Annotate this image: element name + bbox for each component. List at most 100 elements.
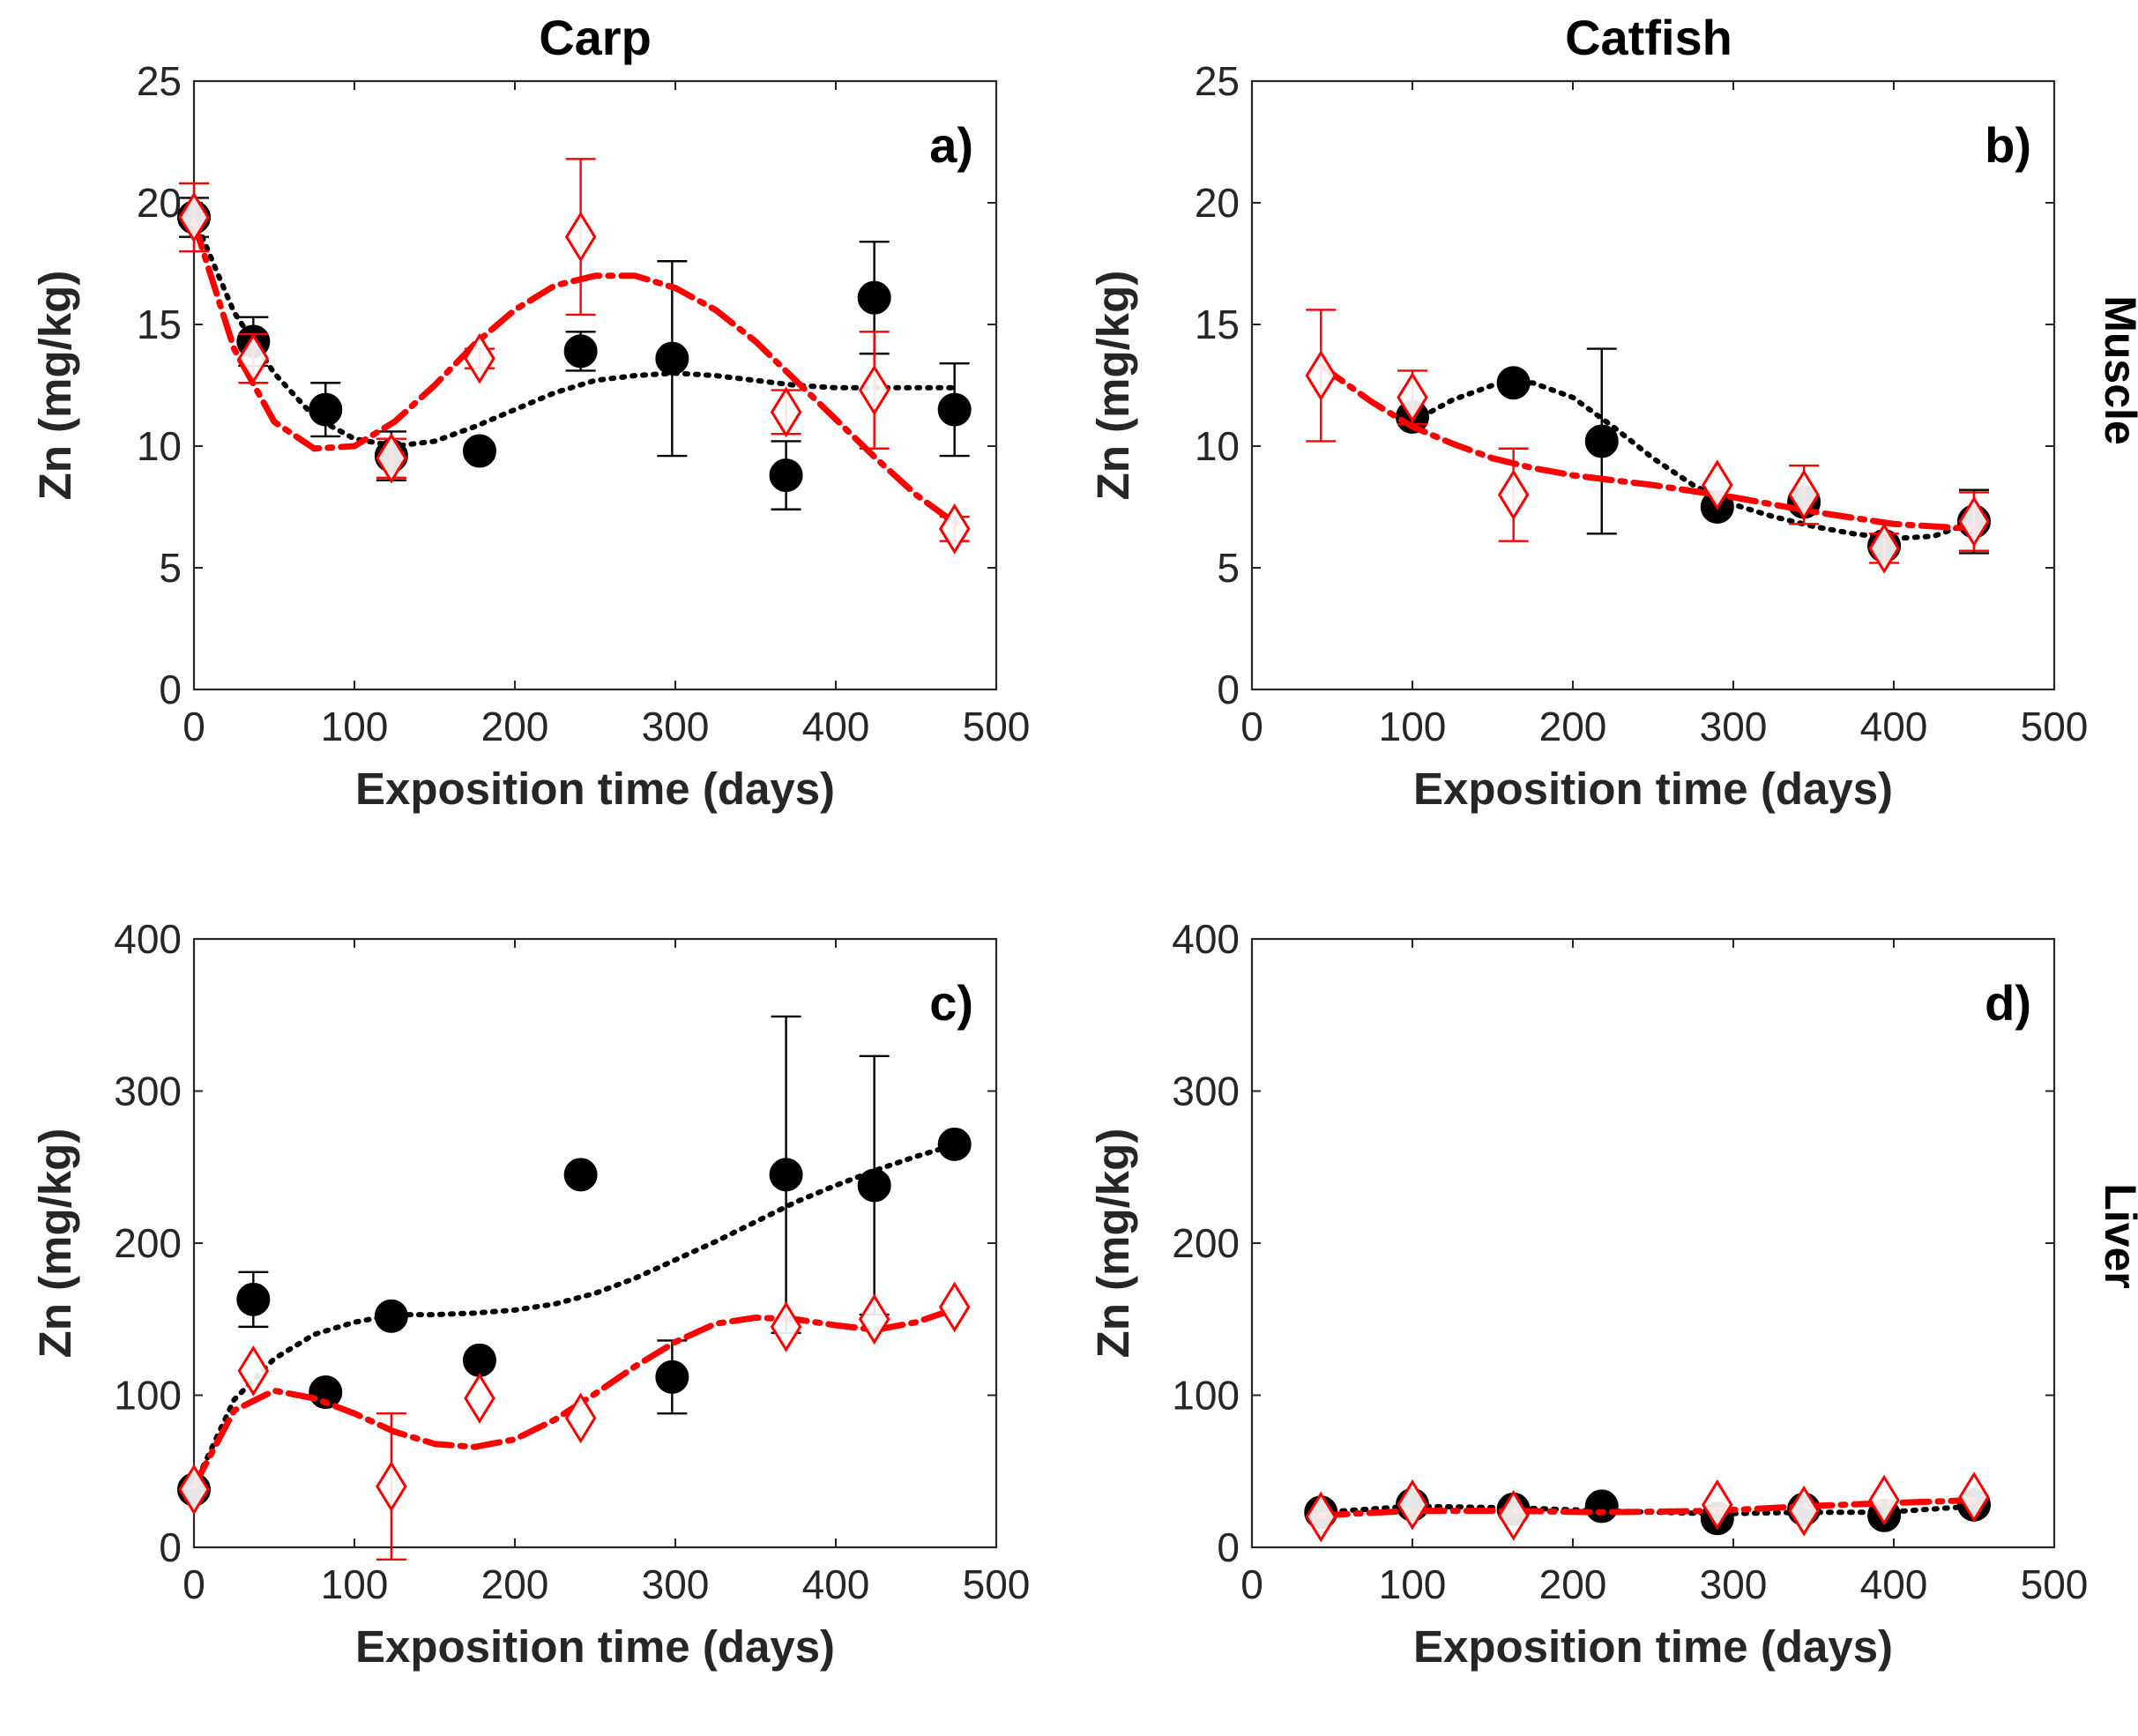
data-point-diamond	[1305, 350, 1337, 401]
x-tick-label: 300	[1700, 704, 1768, 749]
y-axis-label: Zn (mg/kg)	[30, 1129, 80, 1359]
data-point-circle	[462, 1343, 496, 1377]
y-tick-label: 100	[1172, 1373, 1240, 1419]
data-point-circle	[374, 1299, 408, 1333]
column-title-carp: Carp	[539, 10, 652, 65]
data-point-diamond	[938, 1281, 971, 1333]
data-point-diamond	[770, 386, 802, 438]
y-tick-label: 20	[1195, 180, 1240, 226]
data-point-circle	[1584, 1489, 1619, 1524]
data-point-diamond	[464, 1373, 495, 1424]
x-tick-label: 400	[1860, 704, 1928, 749]
x-tick-label: 0	[183, 1561, 205, 1607]
row-label-liver: Liver	[2096, 1183, 2138, 1289]
x-tick-label: 100	[321, 704, 389, 749]
data-point-diamond	[1868, 1474, 1900, 1526]
x-tick-label: 200	[1539, 1561, 1607, 1607]
data-point-diamond	[770, 1301, 802, 1352]
y-tick-label: 20	[137, 180, 182, 226]
x-tick-label: 200	[481, 1561, 549, 1607]
fit-line-dashdot	[190, 1305, 959, 1490]
x-tick-label: 500	[963, 1561, 1031, 1607]
y-tick-label: 5	[1217, 545, 1240, 591]
series-red-diamonds	[1305, 309, 1990, 574]
data-point-circle	[1584, 424, 1619, 458]
y-tick-label: 200	[114, 1220, 182, 1266]
panel-c: 0 100 200 300 400 500 0 100 200 300 400 Exposition …	[30, 916, 1030, 1672]
x-tick-label: 300	[642, 1561, 710, 1607]
axes-box	[1250, 79, 2056, 691]
data-point-diamond	[1788, 1485, 1820, 1537]
data-point-diamond	[938, 503, 971, 555]
panel-a: 0 100 200 300 400 500 0 5 10 15 20 25 Exposition tim…	[30, 58, 1030, 814]
y-tick-label: 400	[1172, 916, 1240, 962]
y-tick-label: 400	[114, 916, 182, 962]
data-point-diamond	[178, 1464, 210, 1516]
data-point-diamond	[1702, 1479, 1733, 1531]
x-tick-label: 100	[1379, 1561, 1447, 1607]
data-point-diamond	[1497, 1489, 1530, 1541]
x-tick-label: 0	[1240, 704, 1263, 749]
row-label-muscle: Muscle	[2096, 295, 2138, 445]
y-tick-label: 0	[1217, 1524, 1240, 1570]
data-point-diamond	[1868, 523, 1900, 574]
data-point-diamond	[858, 1293, 890, 1345]
data-point-circle	[655, 341, 689, 376]
x-axis-label: Exposition time (days)	[1413, 764, 1893, 814]
panel-label: a)	[929, 117, 973, 173]
x-axis-label: Exposition time (days)	[1413, 1621, 1893, 1672]
y-tick-label: 0	[159, 667, 182, 712]
y-tick-label: 0	[1217, 667, 1240, 712]
column-title-catfish: Catfish	[1565, 10, 1732, 65]
y-axis-label: Zn (mg/kg)	[30, 271, 80, 501]
x-tick-label: 100	[321, 1561, 389, 1607]
x-tick-label: 0	[183, 704, 205, 749]
x-tick-label: 300	[642, 704, 710, 749]
data-point-diamond	[1397, 1479, 1428, 1531]
data-point-circle	[857, 280, 891, 315]
axes-box	[192, 79, 998, 691]
y-tick-label: 100	[114, 1373, 182, 1419]
data-point-circle	[462, 434, 496, 468]
data-point-diamond	[1788, 469, 1820, 521]
data-point-diamond	[376, 432, 407, 484]
y-tick-label: 10	[137, 423, 182, 469]
panel-b: 0 100 200 300 400 500 0 5 10 15 20 25 Exposition tim…	[1088, 58, 2088, 814]
y-tick-label: 300	[114, 1069, 182, 1114]
data-point-circle	[857, 1168, 891, 1203]
data-point-diamond	[178, 191, 210, 243]
series-black-dots	[177, 1015, 972, 1507]
x-tick-label: 400	[802, 1561, 870, 1607]
series-red-diamonds	[178, 158, 971, 555]
series-red-diamonds	[178, 1281, 971, 1561]
panel-label: d)	[1985, 975, 2031, 1031]
data-point-diamond	[237, 1345, 270, 1397]
data-point-diamond	[858, 364, 890, 416]
x-tick-label: 0	[1240, 1561, 1263, 1607]
data-point-diamond	[564, 1392, 597, 1444]
data-point-circle	[236, 1282, 271, 1316]
data-point-diamond	[1305, 1491, 1337, 1543]
data-point-diamond	[1958, 495, 1990, 548]
data-point-diamond	[1497, 469, 1530, 521]
x-tick-label: 400	[1860, 1561, 1928, 1607]
data-point-diamond	[376, 1461, 407, 1512]
data-point-circle	[563, 334, 598, 369]
series-black-dots	[1396, 347, 1991, 563]
x-axis-label: Exposition time (days)	[355, 1621, 835, 1672]
y-tick-label: 5	[159, 545, 182, 591]
x-tick-label: 100	[1379, 704, 1447, 749]
y-tick-label: 300	[1172, 1069, 1240, 1114]
y-tick-label: 25	[1195, 58, 1240, 104]
data-point-diamond	[1702, 459, 1733, 511]
data-point-diamond	[464, 332, 495, 384]
data-point-diamond	[237, 332, 270, 384]
y-tick-label: 15	[137, 302, 182, 347]
axes-box	[192, 937, 998, 1549]
data-point-diamond	[1958, 1472, 1990, 1523]
data-point-diamond	[1397, 371, 1428, 423]
series-red-diamonds	[1305, 1472, 1990, 1543]
y-tick-label: 15	[1195, 302, 1240, 347]
panel-label: c)	[929, 975, 973, 1031]
